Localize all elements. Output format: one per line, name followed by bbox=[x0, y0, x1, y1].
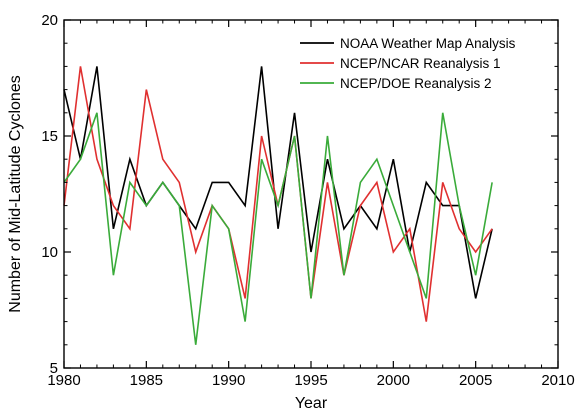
x-tick-label-1995: 1995 bbox=[294, 372, 327, 389]
x-tick-label-2000: 2000 bbox=[377, 372, 410, 389]
series-line-ncep-doe-reanalysis-2 bbox=[63, 112, 493, 345]
x-axis-label: Year bbox=[295, 395, 328, 412]
y-axis-label: Number of Mid-Latitude Cyclones bbox=[7, 75, 24, 312]
x-tick-label-1980: 1980 bbox=[47, 372, 80, 389]
series-layer bbox=[63, 66, 493, 345]
x-tick-label-2005: 2005 bbox=[459, 372, 492, 389]
x-tick-label-2010: 2010 bbox=[541, 372, 574, 389]
legend-label-noaa-weather-map-analysis: NOAA Weather Map Analysis bbox=[340, 36, 516, 51]
legend: NOAA Weather Map Analysis NCEP/NCAR Reana… bbox=[300, 36, 516, 91]
y-tick-label-15: 15 bbox=[41, 128, 58, 145]
series-line-noaa-weather-map-analysis bbox=[63, 66, 493, 299]
y-tick-label-10: 10 bbox=[41, 244, 58, 261]
y-tick-label-5: 5 bbox=[50, 360, 58, 377]
y-tick-label-20: 20 bbox=[41, 12, 58, 29]
legend-label-ncep-ncar-reanalysis-1: NCEP/NCAR Reanalysis 1 bbox=[340, 56, 501, 71]
legend-label-ncep-doe-reanalysis-2: NCEP/DOE Reanalysis 2 bbox=[340, 76, 492, 91]
x-tick-label-1990: 1990 bbox=[212, 372, 245, 389]
x-tick-label-1985: 1985 bbox=[130, 372, 163, 389]
axes: 1980 1985 1990 1995 2000 2005 2010 5 10 15 20 bbox=[41, 12, 574, 389]
